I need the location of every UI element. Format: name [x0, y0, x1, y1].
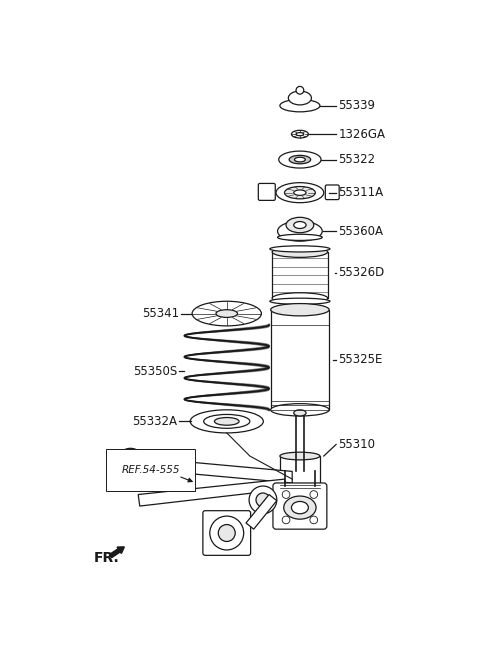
- Ellipse shape: [204, 415, 250, 428]
- Circle shape: [124, 456, 137, 468]
- Text: 55325E: 55325E: [338, 354, 383, 366]
- Ellipse shape: [215, 417, 239, 425]
- Ellipse shape: [272, 293, 328, 304]
- Text: 55332A: 55332A: [132, 415, 178, 428]
- Circle shape: [295, 495, 305, 506]
- FancyBboxPatch shape: [203, 510, 251, 556]
- Text: 55322: 55322: [338, 153, 375, 166]
- Bar: [271, 310, 329, 410]
- Text: 55339: 55339: [338, 99, 375, 112]
- Ellipse shape: [270, 246, 330, 252]
- Ellipse shape: [190, 410, 264, 433]
- Ellipse shape: [296, 87, 304, 94]
- Ellipse shape: [271, 403, 329, 416]
- Text: 55360A: 55360A: [338, 224, 384, 237]
- Text: FR.: FR.: [94, 550, 120, 565]
- Circle shape: [310, 491, 318, 499]
- FancyBboxPatch shape: [325, 185, 339, 199]
- Ellipse shape: [284, 496, 316, 519]
- Ellipse shape: [294, 410, 306, 416]
- Ellipse shape: [270, 298, 330, 304]
- Ellipse shape: [277, 234, 322, 240]
- Ellipse shape: [294, 190, 306, 195]
- Circle shape: [210, 516, 244, 550]
- Ellipse shape: [192, 301, 262, 326]
- FancyBboxPatch shape: [273, 483, 327, 529]
- Ellipse shape: [216, 310, 238, 318]
- Circle shape: [256, 493, 270, 507]
- Text: 55341: 55341: [142, 307, 179, 320]
- Circle shape: [282, 491, 290, 499]
- Ellipse shape: [277, 221, 322, 241]
- Ellipse shape: [288, 91, 312, 105]
- Ellipse shape: [280, 452, 320, 460]
- Text: 55310: 55310: [338, 438, 375, 451]
- FancyBboxPatch shape: [258, 184, 275, 200]
- Circle shape: [289, 490, 311, 512]
- Bar: [272, 252, 328, 298]
- Ellipse shape: [271, 304, 329, 316]
- Ellipse shape: [276, 182, 324, 203]
- Ellipse shape: [280, 487, 320, 495]
- Circle shape: [249, 486, 277, 514]
- Ellipse shape: [289, 155, 311, 164]
- Bar: [280, 456, 320, 491]
- Ellipse shape: [291, 501, 308, 514]
- Ellipse shape: [291, 131, 308, 138]
- Ellipse shape: [295, 157, 305, 162]
- Ellipse shape: [272, 247, 328, 257]
- Ellipse shape: [279, 151, 321, 168]
- Ellipse shape: [286, 217, 314, 233]
- Ellipse shape: [280, 100, 320, 112]
- Ellipse shape: [294, 222, 306, 228]
- Text: 55350S: 55350S: [133, 365, 178, 378]
- Ellipse shape: [296, 133, 304, 136]
- FancyArrow shape: [109, 547, 124, 558]
- Circle shape: [310, 516, 318, 523]
- Polygon shape: [138, 479, 286, 506]
- Polygon shape: [123, 456, 292, 483]
- Ellipse shape: [285, 186, 315, 199]
- Text: REF.54-555: REF.54-555: [121, 465, 180, 475]
- Text: 55311A: 55311A: [338, 186, 384, 199]
- Text: 55326D: 55326D: [338, 266, 384, 279]
- Polygon shape: [246, 495, 277, 529]
- Circle shape: [282, 516, 290, 523]
- Circle shape: [117, 448, 144, 476]
- Text: 1326GA: 1326GA: [338, 128, 385, 140]
- Circle shape: [218, 525, 235, 541]
